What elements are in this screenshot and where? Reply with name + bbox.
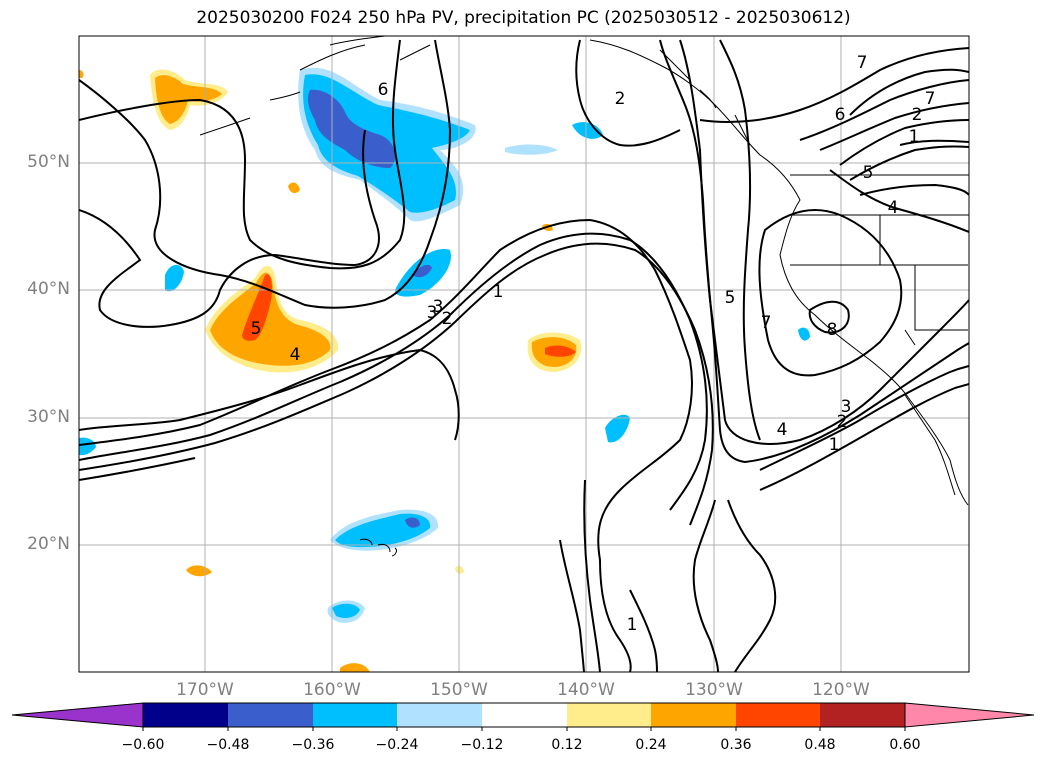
precip-region: [186, 565, 212, 577]
colorbar-tick-label: 0.36: [720, 737, 752, 753]
lon-label: 130°W: [685, 680, 743, 700]
lon-label: 150°W: [430, 680, 488, 700]
precip-region: [242, 274, 273, 341]
precip-region: [288, 182, 300, 194]
precip-region: [79, 70, 84, 78]
precip-region: [412, 264, 432, 278]
colorbar-segment: [313, 703, 397, 727]
precip-region: [307, 89, 396, 168]
precip-region: [79, 437, 96, 456]
contour-label: 7: [925, 89, 936, 109]
map-title: 2025030200 F024 250 hPa PV, precipitatio…: [196, 8, 851, 28]
colorbar-tick-label: 0.12: [551, 737, 583, 753]
lon-label: 160°W: [303, 680, 361, 700]
colorbar-tick-label: −0.36: [291, 737, 335, 753]
lon-label: 140°W: [557, 680, 615, 700]
contour-label: 1: [627, 615, 638, 635]
colorbar-segment: [143, 703, 228, 727]
lon-label: 120°W: [812, 680, 870, 700]
contour-label: 5: [251, 319, 262, 339]
colorbar-tick-label: −0.12: [460, 737, 504, 753]
lat-label: 30°N: [27, 407, 70, 427]
colorbar-tick-label: −0.24: [375, 737, 419, 753]
colorbar-tick-label: 0.60: [889, 737, 921, 753]
colorbar-extend-low: [11, 702, 144, 728]
contour-label: 8: [827, 320, 838, 340]
precip-region: [405, 517, 420, 528]
lon-label: 170°W: [176, 680, 234, 700]
contour-label: 3: [427, 303, 438, 323]
contour-label: 5: [863, 163, 874, 183]
precip-region: [332, 603, 360, 618]
contour-label: 1: [493, 282, 504, 302]
colorbar-segment: [736, 703, 820, 727]
colorbar-extend-high: [904, 702, 1035, 728]
contour-label: 2: [912, 105, 923, 125]
graticule: [79, 36, 969, 672]
colorbar-segment: [651, 703, 736, 727]
pv-contours: [79, 39, 969, 672]
colorbar-tick-label: 0.24: [635, 737, 667, 753]
contour-label: 4: [777, 420, 788, 440]
contour-label: 7: [761, 313, 772, 333]
colorbar-segment: [228, 703, 313, 727]
contour-label: 3: [841, 397, 852, 417]
colorbar-segment: [482, 703, 567, 727]
lat-label: 50°N: [27, 152, 70, 172]
precip-region: [165, 264, 184, 292]
contour-label: 2: [615, 89, 626, 109]
precip-shading: [79, 67, 810, 672]
precip-region: [340, 663, 370, 672]
contour-label: 2: [442, 309, 453, 329]
contour-label: 5: [725, 288, 736, 308]
contour-label: 7: [857, 53, 868, 73]
precip-region: [605, 414, 630, 443]
contour-labels: 6 7 2 1 7 6 2 1 5 4 5 7 8 4 3 2 1 3 2 1 …: [251, 53, 936, 635]
contour-label: 1: [909, 127, 920, 147]
colorbar-tick-label: −0.48: [206, 737, 250, 753]
precip-region: [798, 327, 810, 341]
colorbar: [11, 702, 1035, 731]
colorbar-tick-label: −0.60: [121, 737, 165, 753]
contour-label: 2: [837, 412, 848, 432]
plot-frame: [78, 35, 970, 673]
lat-label: 40°N: [27, 279, 70, 299]
precip-region: [505, 144, 558, 155]
colorbar-segment: [397, 703, 482, 727]
precip-region: [572, 122, 603, 139]
contour-label: 6: [378, 80, 389, 100]
precip-region: [210, 272, 331, 366]
contour-label: 6: [835, 105, 846, 125]
contour-label: 3: [433, 297, 444, 317]
colorbar-segment: [567, 703, 651, 727]
lat-label: 20°N: [27, 534, 70, 554]
colorbar-tick-label: 0.48: [804, 737, 836, 753]
contour-label: 1: [829, 435, 840, 455]
colorbar-segment: [820, 703, 905, 727]
contour-label: 4: [888, 198, 899, 218]
precip-region: [545, 345, 576, 357]
contour-label: 4: [290, 345, 301, 365]
